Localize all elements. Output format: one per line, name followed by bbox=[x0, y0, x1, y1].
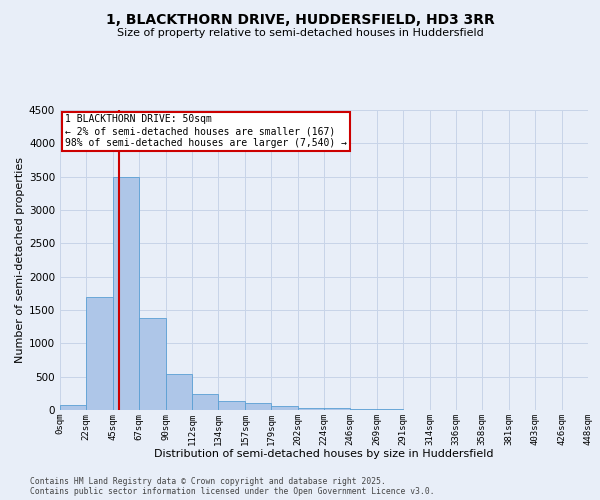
Bar bbox=[298, 408, 324, 410]
Bar bbox=[245, 404, 271, 410]
Text: Contains HM Land Registry data © Crown copyright and database right 2025.: Contains HM Land Registry data © Crown c… bbox=[30, 477, 386, 486]
Text: 1, BLACKTHORN DRIVE, HUDDERSFIELD, HD3 3RR: 1, BLACKTHORN DRIVE, HUDDERSFIELD, HD3 3… bbox=[106, 12, 494, 26]
Bar bbox=[113, 176, 139, 410]
Bar bbox=[324, 408, 350, 410]
Bar bbox=[192, 394, 218, 410]
X-axis label: Distribution of semi-detached houses by size in Huddersfield: Distribution of semi-detached houses by … bbox=[154, 449, 494, 459]
Bar bbox=[166, 374, 192, 410]
Bar bbox=[60, 404, 86, 410]
Text: 1 BLACKTHORN DRIVE: 50sqm
← 2% of semi-detached houses are smaller (167)
98% of : 1 BLACKTHORN DRIVE: 50sqm ← 2% of semi-d… bbox=[65, 114, 347, 148]
Bar bbox=[86, 296, 113, 410]
Bar bbox=[139, 318, 166, 410]
Bar bbox=[218, 402, 245, 410]
Y-axis label: Number of semi-detached properties: Number of semi-detached properties bbox=[15, 157, 25, 363]
Text: Contains public sector information licensed under the Open Government Licence v3: Contains public sector information licen… bbox=[30, 487, 434, 496]
Text: Size of property relative to semi-detached houses in Huddersfield: Size of property relative to semi-detach… bbox=[116, 28, 484, 38]
Bar bbox=[350, 409, 377, 410]
Bar bbox=[271, 406, 298, 410]
